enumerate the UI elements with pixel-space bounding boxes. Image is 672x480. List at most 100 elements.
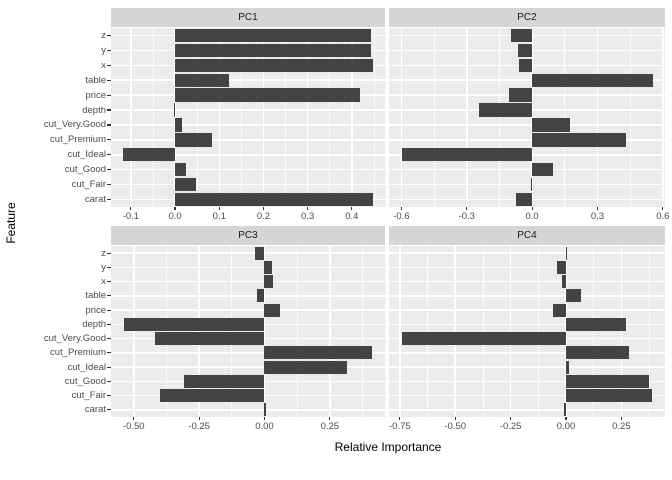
x-tick-label: 0.25 [612,421,631,432]
y-category-label: y [101,261,106,273]
x-tick-mark [329,417,331,420]
gridline-major-x [218,28,221,207]
x-tick-label: -0.3 [458,211,475,222]
gridline-major-y [111,124,385,126]
gridline-minor-x [166,246,167,417]
x-tick-label: 0.00 [556,421,576,432]
bar-PC1-cut_Premium [175,133,212,147]
bar-PC2-cut_Ideal [401,148,533,162]
y-tick-mark [107,409,111,411]
gridline-major-x [198,246,200,417]
y-category-label: table [85,74,106,86]
x-tick-label: 0.3 [590,211,605,222]
x-tick-label: 0.0 [168,211,182,222]
gridline-major-x [662,28,664,207]
gridline-major-y [111,109,385,111]
bar-PC2-price [509,88,533,102]
gridline-major-y [111,183,385,186]
x-axis-title: Relative Importance [334,440,442,454]
y-category-label: depth [82,318,106,330]
y-tick-mark [107,49,111,51]
x-tick-mark [130,207,132,210]
gridline-major-x [399,246,401,417]
y-category-label: y [101,44,106,56]
facet-title: PC1 [238,12,258,23]
bar-PC1-depth [173,103,176,117]
gridline-major-y [389,366,665,368]
bar-PC2-cut_Fair [530,177,533,192]
bar-PC2-cut_Very.Good [532,118,571,132]
y-tick-mark [107,94,111,96]
x-tick-label: -0.25 [188,421,210,432]
gridline-minor-x [564,28,566,207]
x-tick-mark [466,207,468,210]
gridline-major-y [389,380,665,383]
x-tick-label: -0.50 [444,421,467,432]
bar-PC4-x [562,275,566,289]
facet-strip-PC1: PC1 [111,8,385,27]
bar-PC2-x [519,58,533,72]
gridline-major-y [389,124,665,126]
gridline-major-x [596,28,599,207]
gridline-major-y [389,352,665,354]
bar-PC3-table [257,289,265,303]
y-category-label: price [85,89,106,101]
x-tick-mark [351,207,353,210]
gridline-major-x [400,28,403,207]
x-tick-mark [307,207,309,210]
gridline-major-y [111,280,385,283]
gridline-major-y [389,280,665,283]
facet-panel-PC3 [111,246,385,417]
gridline-minor-x [373,28,375,207]
gridline-minor-x [433,28,435,207]
gridline-minor-x [362,246,363,417]
bar-PC2-table [532,73,653,87]
gridline-major-y [389,252,665,254]
gridline-minor-x [499,28,500,207]
gridline-minor-x [196,28,198,207]
y-tick-mark [107,266,111,268]
gridline-major-x [531,28,533,207]
bar-PC4-cut_Very.Good [401,332,566,346]
gridline-major-x [620,246,623,417]
facet-panel-PC4 [389,246,665,417]
gridline-major-y [389,409,665,411]
x-tick-label: 0.0 [525,211,539,222]
bar-PC2-y [517,43,533,58]
gridline-major-x [133,246,135,417]
gridline-major-x [351,28,353,207]
gridline-major-y [389,323,665,326]
y-tick-mark [107,323,111,325]
facet-strip-PC2: PC2 [389,8,665,27]
x-tick-mark [531,207,533,210]
gridline-minor-x [648,246,650,417]
bar-PC1-cut_Ideal [123,148,176,162]
x-tick-mark [400,207,402,210]
y-tick-mark [107,281,111,283]
gridline-major-y [389,394,665,397]
y-category-label: z [101,29,106,41]
gridline-major-y [111,252,385,254]
y-tick-mark [107,184,111,186]
x-tick-label: -0.75 [389,421,411,432]
facet-strip-PC3: PC3 [111,226,385,245]
bar-PC3-x [264,275,274,289]
x-tick-label: -0.1 [122,211,140,222]
x-tick-label: 0.4 [345,211,359,222]
facet-title: PC4 [517,230,537,241]
bar-PC4-table [565,289,582,303]
gridline-major-y [111,352,385,354]
y-tick-mark [107,169,111,171]
x-tick-mark [198,417,200,420]
y-category-label: cut_Very.Good [43,119,106,131]
y-category-label: cut_Good [64,375,106,387]
bar-PC3-depth [123,317,265,331]
gridline-major-y [111,154,385,156]
bar-PC3-y [264,260,272,274]
facet-panel-PC2 [389,28,665,207]
x-tick-mark [454,417,456,420]
gridline-major-x [130,28,132,207]
gridline-major-y [389,295,665,297]
bar-PC2-cut_Premium [532,133,626,147]
bar-PC2-carat [515,192,533,207]
